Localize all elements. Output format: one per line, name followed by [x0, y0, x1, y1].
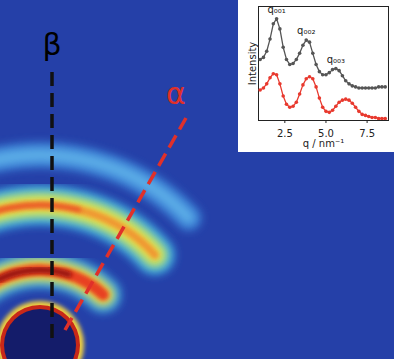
svg-text:q₀₀₁: q₀₀₁	[267, 4, 285, 15]
svg-text:Intensity: Intensity	[247, 42, 258, 86]
svg-text:5.0: 5.0	[318, 127, 334, 139]
svg-text:q / nm⁻¹: q / nm⁻¹	[303, 138, 344, 149]
svg-text:7.5: 7.5	[359, 128, 375, 139]
svg-text:α: α	[166, 76, 186, 111]
svg-text:β: β	[42, 27, 61, 62]
svg-text:2.5: 2.5	[277, 128, 293, 139]
svg-text:q₀₀₂: q₀₀₂	[297, 25, 315, 36]
svg-text:q₀₀₃: q₀₀₃	[327, 54, 345, 65]
